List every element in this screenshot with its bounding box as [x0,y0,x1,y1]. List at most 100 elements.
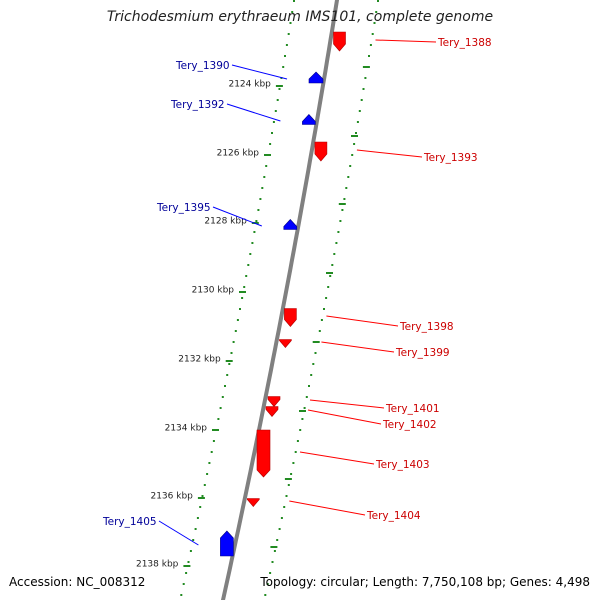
scale-ring-dot [284,55,286,57]
scale-ring-dot [264,594,267,596]
scale-ring-dot [294,451,297,453]
scale-ring-dot [285,44,288,46]
scale-ring-dot [276,99,279,101]
scale-ring-dot [189,550,192,552]
scale-tick [312,341,320,343]
scale-tick [338,203,346,205]
scale-tick [183,565,191,567]
scale-ring-dot [247,264,250,266]
scale-ring-dot [243,286,246,288]
topology-summary: Topology: circular; Length: 7,750,108 bp… [260,575,590,589]
scale-tick-label: 2124 kbp [228,80,271,90]
scale-ring-dot [185,572,188,574]
gene-leader-line [309,399,385,409]
scale-ring-dot [221,396,224,398]
gene-label: Tery_1401 [385,403,440,415]
genome-title: Trichodesmium erythraeum IMS101, complet… [106,9,494,25]
scale-ring-dot [249,253,252,255]
scale-ring-dot [263,176,266,178]
scale-ring-dot [187,561,190,563]
scale-ring-dot [261,187,264,189]
gene-glyph-tery-1388 [333,31,346,52]
scale-tick [326,272,333,274]
scale-ring-dot [208,462,211,464]
gene-glyph-tery-1403 [256,429,271,478]
scale-ring-dot [265,165,268,167]
gene-leader-line [375,39,437,43]
scale-tick [264,154,271,156]
gene-glyph-tery-1395 [283,219,298,230]
scale-ring-dot [349,165,352,167]
scale-ring-dot [257,209,260,211]
scale-ring-dot [362,88,365,90]
scale-tick [225,360,233,362]
gene-label: Tery_1398 [399,321,454,333]
scale-ring-dot [255,220,258,222]
scale-ring-dot [320,319,323,321]
scale-ring-dot [182,583,185,585]
scale-ring-dot [353,143,356,145]
scale-tick-label: 2126 kbp [217,149,260,159]
gene-label: Tery_1393 [423,152,478,164]
scale-ring-dot [269,572,272,574]
scale-ring-dot [339,220,342,222]
scale-ring-dot [293,0,295,2]
scale-ring-dot [206,473,209,475]
scale-ring-dot [329,275,332,277]
scale-ring-dot [318,330,321,332]
gene-leader-line [212,206,262,227]
gene-label: Tery_1403 [375,459,430,471]
gene-label: Tery_1405 [102,516,157,528]
scale-ring-dot [180,594,183,596]
scale-ring-dot [282,66,285,68]
scale-ring-dot [224,385,226,387]
scale-tick [362,66,370,68]
scale-ring-dot [368,55,370,57]
scale-ring-dot [341,209,344,211]
gene-label: Tery_1402 [382,419,437,431]
scale-ring-dot [325,297,328,299]
scale-ring-dot [259,198,262,200]
scale-ring-dot [217,418,220,420]
scale-tick [212,429,219,431]
scale-ring-dot [358,110,361,112]
scale-ring-dot [327,286,330,288]
scale-ring-dot [333,253,336,255]
scale-tick-label: 2128 kbp [204,217,247,227]
scale-ring-dot [291,11,294,13]
gene-glyph-tery-1398 [284,308,297,327]
scale-ring-dot [371,33,374,35]
gene-leader-line [326,315,399,327]
scale-ring-dot [276,539,279,541]
scale-tick-label: 2130 kbp [192,286,235,296]
gene-glyph-tery-1402 [265,406,279,417]
scale-ring-dot [245,275,248,277]
scale-ring-dot [194,528,197,530]
scale-ring-dot [251,242,254,244]
scale-ring-dot [355,132,357,134]
scale-ring-dot [283,506,286,508]
gene-glyph-tery-1392 [302,114,316,125]
scale-tick-label: 2134 kbp [165,424,208,434]
scale-ring-dot [347,176,350,178]
scale-ring-dot [360,99,363,101]
scale-ring-dot [239,308,241,310]
scale-ring-dot [287,33,290,35]
scale-ring-dot [292,462,295,464]
scale-ring-dot [226,374,229,376]
gene-label: Tery_1399 [395,347,450,359]
accession-label: Accession: NC_008312 [9,575,146,589]
scale-ring-dot [278,88,281,90]
scale-ring-dot [271,132,273,134]
gene-label: Tery_1392 [170,99,225,111]
genome-backbone [220,0,340,604]
scale-ring-dot [301,418,304,420]
scale-tick [275,85,283,87]
gene-leader-line [307,409,382,425]
gene-label: Tery_1395 [156,202,211,214]
scale-tick [239,291,246,293]
scale-ring-dot [273,550,276,552]
scale-ring-dot [210,451,213,453]
scale-ring-dot [303,407,306,409]
